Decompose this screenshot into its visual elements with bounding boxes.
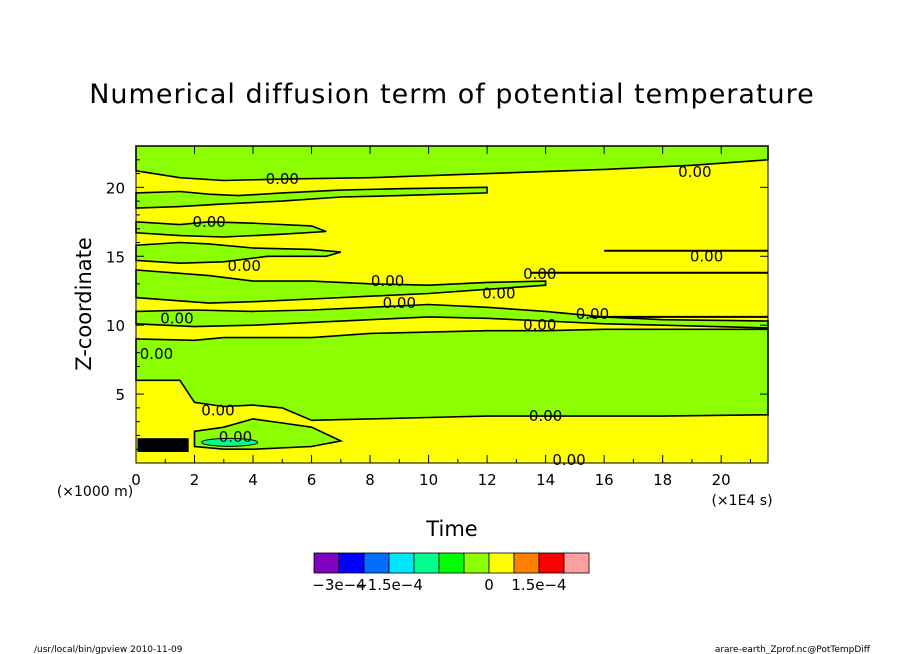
zero-contours (531, 249, 768, 318)
contour-label: 0.00 (140, 345, 173, 363)
y-axis: 5 10 15 20 (106, 159, 768, 450)
colorbar-swatch (313, 552, 340, 574)
positive-region (135, 186, 488, 209)
colorbar-swatch (463, 552, 490, 574)
x-tick-label: 4 (248, 471, 258, 489)
contour-labels: 0.00 0.00 0.00 0.00 0.00 0.00 0.00 0.00 0.00 0.00… (140, 163, 723, 469)
footer-left: /usr/local/bin/gpview 2010-11-09 (34, 645, 183, 654)
colorbar-swatch (513, 552, 540, 574)
colorbar-swatch (338, 552, 365, 574)
contour-label: 0.00 (228, 257, 261, 275)
contour-label: 0.00 (552, 451, 585, 469)
colorbar-swatch (538, 552, 565, 574)
contour-label: 0.00 (482, 284, 515, 302)
colorbar-label: −1.5e−4 (355, 576, 423, 594)
y-tick-label: 10 (106, 317, 125, 335)
positive-region (135, 241, 342, 265)
contour-label: 0.00 (576, 305, 609, 323)
x-tick-label: 16 (595, 471, 614, 489)
dense-contour-cluster (137, 438, 189, 452)
contour-label: 0.00 (523, 265, 556, 283)
x-tick-label: 10 (419, 471, 438, 489)
colorbar-label: −3e−4 (312, 576, 365, 594)
y-tick-label: 15 (106, 248, 125, 266)
colorbar-label: 1.5e−4 (511, 576, 566, 594)
contour-label: 0.00 (383, 294, 416, 312)
contour-label: 0.00 (523, 316, 556, 334)
footer-right: arare-earth_Zprof.nc@PotTempDiff (715, 645, 871, 654)
y-axis-unit: (×1000 m) (57, 484, 133, 500)
contour-label: 0.00 (371, 272, 404, 290)
x-axis: 0 2 4 6 8 10 12 14 16 18 20 (131, 146, 751, 489)
colorbar-swatch (363, 552, 390, 574)
contour-label: 0.00 (219, 428, 252, 446)
positive-region (135, 220, 327, 238)
colorbar-swatch (413, 552, 440, 574)
contour-label: 0.00 (201, 402, 234, 420)
x-tick-label: 2 (190, 471, 200, 489)
contour-label: 0.00 (266, 170, 299, 188)
colorbar-swatch (438, 552, 465, 574)
y-tick-label: 5 (115, 386, 125, 404)
x-tick-label: 0 (131, 471, 141, 489)
x-tick-label: 18 (653, 471, 672, 489)
negative-patch (201, 437, 259, 447)
contour-label: 0.00 (678, 163, 711, 181)
contour-label: 0.00 (529, 407, 562, 425)
y-axis-label: Z-coordinate (72, 237, 96, 371)
x-axis-label: Time (425, 517, 477, 541)
chart-title: Numerical diffusion term of potential te… (89, 79, 815, 110)
colorbar-swatch (488, 552, 515, 574)
colorbar-swatch (563, 552, 590, 574)
x-tick-label: 8 (365, 471, 375, 489)
x-tick-label: 12 (478, 471, 497, 489)
positive-region (135, 269, 547, 304)
contour-label: 0.00 (690, 247, 723, 265)
positive-regions (135, 145, 769, 452)
contour-label: 0.00 (192, 213, 225, 231)
colorbar-swatch (388, 552, 415, 574)
x-axis-unit: (×1E4 s) (711, 493, 772, 509)
plot-area: 0.00 0.00 0.00 0.00 0.00 0.00 0.00 0.00 0.00 0.00… (135, 145, 769, 469)
colorbar-label: 0 (484, 576, 494, 594)
colorbar: −3e−4−1.5e−4 0 1.5e−4 (312, 552, 590, 594)
y-tick-label: 20 (106, 179, 125, 197)
contour-label: 0.00 (160, 309, 193, 327)
x-tick-label: 20 (712, 471, 731, 489)
plot-frame (135, 145, 769, 464)
x-tick-label: 14 (536, 471, 555, 489)
x-tick-label: 6 (307, 471, 317, 489)
